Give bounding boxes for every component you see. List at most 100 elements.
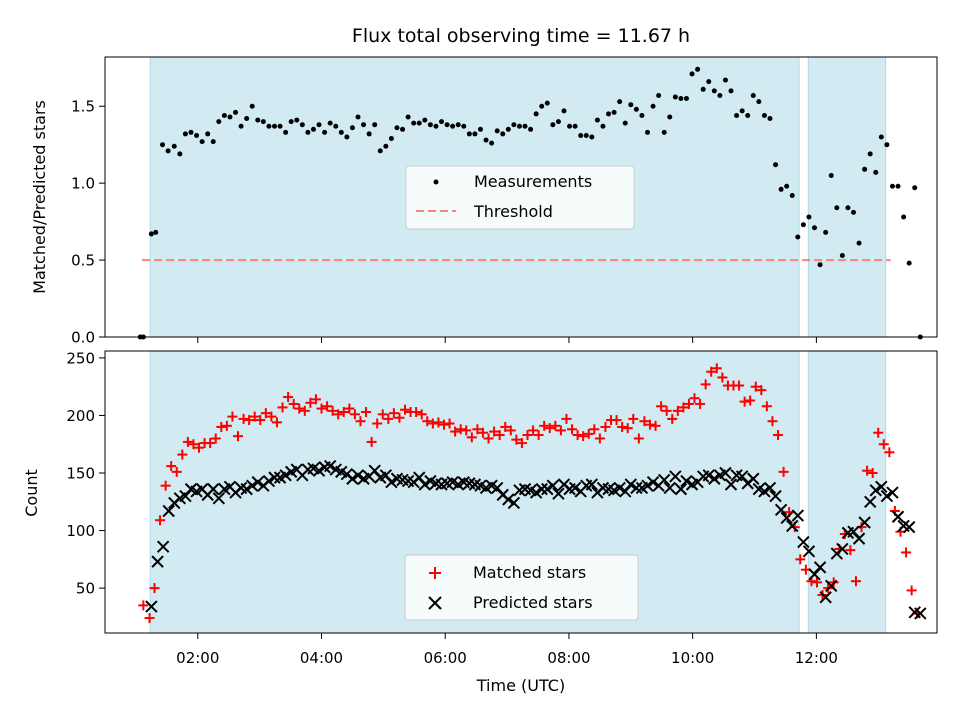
predicted-star-point	[680, 474, 693, 488]
matched-star-point	[550, 420, 561, 431]
predicted-star-point	[780, 511, 793, 525]
matched-star-point	[260, 408, 271, 419]
measurement-point	[867, 151, 873, 157]
measurement-point	[600, 123, 606, 129]
measurement-point	[433, 123, 439, 129]
matched-star-point	[850, 576, 861, 587]
matched-star-point	[811, 577, 822, 588]
matched-star-point	[422, 416, 433, 427]
measurement-point	[411, 120, 417, 126]
matched-star-point	[461, 425, 472, 436]
predicted-star-point	[797, 535, 810, 549]
matched-star-point	[349, 409, 360, 420]
matched-star-point	[700, 379, 711, 390]
matched-star-point	[322, 401, 333, 412]
predicted-star-point	[880, 489, 894, 503]
matched-star-point	[767, 416, 778, 427]
predicted-star-point	[156, 540, 170, 553]
count-legend-box	[404, 554, 639, 621]
matched-star-point	[271, 417, 282, 428]
measurement-point	[344, 134, 350, 140]
measurement-point	[901, 214, 907, 220]
predicted-star-point	[268, 471, 281, 484]
count-xtick-label: 04:00	[300, 649, 343, 667]
matched-star-point	[873, 427, 884, 438]
predicted-star-point	[786, 519, 799, 533]
matched-star-point	[138, 600, 149, 611]
matched-star-point	[149, 583, 160, 594]
predicted-star-point	[312, 464, 326, 477]
measurement-point	[544, 100, 550, 106]
matched-star-point	[444, 418, 455, 429]
measurement-point	[233, 109, 239, 115]
measurement-point	[706, 79, 712, 85]
matched-star-point	[528, 425, 539, 436]
measurement-point	[210, 139, 216, 145]
predicted-star-point	[836, 542, 849, 556]
matched-star-point	[500, 421, 511, 432]
count-panel: 50 100 150 200 250 02:00 04:00 06:00 08:00 10:00…	[22, 349, 938, 695]
measurement-point	[349, 125, 355, 131]
matched-star-point	[216, 421, 227, 432]
ratio-ytick-label: 1.0	[71, 175, 95, 193]
predicted-star-point	[641, 479, 654, 492]
measurement-point	[656, 92, 662, 98]
measurement-point	[661, 129, 667, 135]
predicted-star-point	[758, 485, 771, 498]
matched-star-point	[477, 427, 488, 438]
matched-star-point	[644, 419, 655, 430]
measurement-point	[594, 117, 600, 123]
matched-star-point	[182, 436, 193, 447]
measurement-point	[812, 225, 818, 231]
matched-star-point	[633, 433, 644, 444]
measurement-point	[672, 94, 678, 100]
measurement-point	[194, 132, 200, 138]
predicted-star-point	[875, 480, 888, 494]
measurement-point	[494, 128, 500, 134]
measurement-point	[873, 169, 879, 175]
measurement-point	[722, 77, 728, 83]
measurement-point	[416, 120, 422, 126]
measurement-point	[489, 140, 495, 146]
measurement-point	[372, 122, 378, 128]
matched-star-point	[845, 545, 856, 556]
legend-predicted-marker	[428, 596, 442, 610]
measurement-point	[205, 131, 211, 137]
matched-star-point	[756, 385, 767, 396]
measurement-point	[294, 117, 300, 123]
measurement-point	[249, 103, 255, 109]
measurement-point	[589, 134, 595, 140]
predicted-star-point	[769, 489, 782, 503]
measurement-point	[839, 252, 845, 258]
matched-star-point	[249, 411, 260, 422]
legend-predicted-label: Predicted stars	[473, 593, 593, 612]
matched-star-point	[539, 420, 550, 431]
measurement-point	[260, 119, 266, 125]
matched-star-point	[144, 613, 155, 624]
matched-star-point	[327, 405, 338, 416]
predicted-star-point	[162, 504, 175, 518]
matched-star-point	[862, 465, 873, 476]
measurement-point	[500, 131, 506, 137]
measurement-point	[394, 125, 400, 131]
ratio-legend: Measurements Threshold	[405, 165, 635, 230]
matched-star-point	[717, 372, 728, 383]
matched-star-point	[600, 421, 611, 432]
measurement-point	[299, 122, 305, 128]
matched-star-point	[155, 515, 166, 526]
measurement-point	[322, 129, 328, 135]
matched-star-point	[533, 430, 544, 441]
measurement-point	[153, 229, 159, 235]
matched-star-point	[288, 398, 299, 409]
measurement-point	[695, 66, 701, 72]
predicted-star-point	[279, 469, 292, 482]
predicted-star-point	[212, 492, 226, 505]
matched-star-point	[361, 407, 372, 418]
predicted-star-point	[646, 476, 660, 489]
matched-star-point	[667, 413, 678, 424]
matched-star-point	[522, 430, 533, 441]
matched-star-point	[372, 418, 383, 429]
measurement-point	[539, 103, 545, 109]
predicted-star-point	[674, 482, 688, 496]
legend-threshold-label: Threshold	[473, 202, 553, 221]
